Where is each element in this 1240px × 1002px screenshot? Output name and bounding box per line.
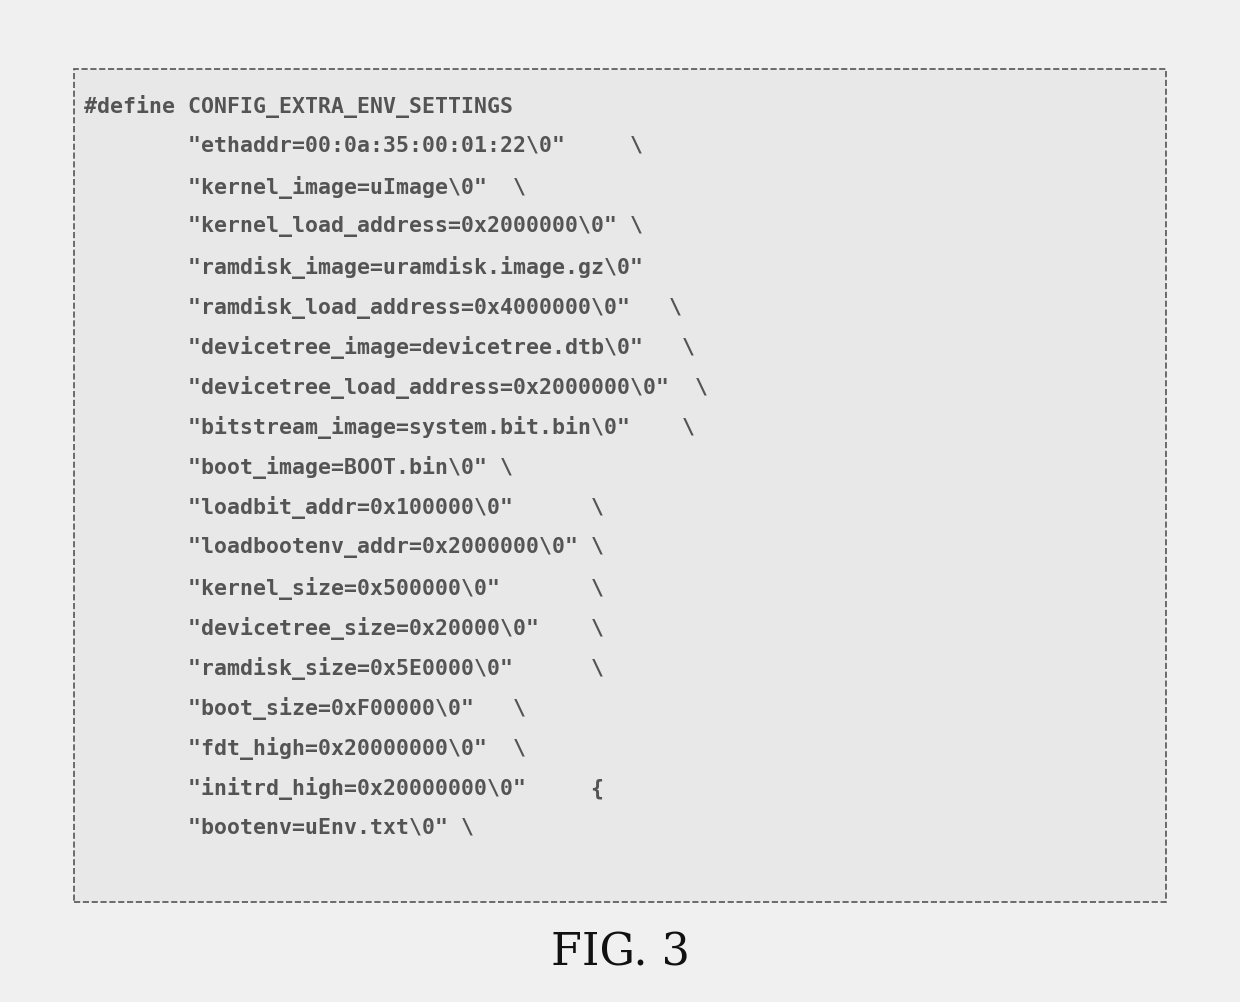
Text: "ethaddr=00:0a:35:00:01:22\0"     \: "ethaddr=00:0a:35:00:01:22\0" \ xyxy=(84,135,644,155)
Text: "kernel_size=0x500000\0"       \: "kernel_size=0x500000\0" \ xyxy=(84,576,604,599)
Text: "bootenv=uEnv.txt\0" \: "bootenv=uEnv.txt\0" \ xyxy=(84,817,475,837)
Text: "boot_image=BOOT.bin\0" \: "boot_image=BOOT.bin\0" \ xyxy=(84,456,513,479)
Text: "bitstream_image=system.bit.bin\0"    \: "bitstream_image=system.bit.bin\0" \ xyxy=(84,416,696,439)
Text: "ramdisk_image=uramdisk.image.gz\0": "ramdisk_image=uramdisk.image.gz\0" xyxy=(84,256,644,279)
Text: FIG. 3: FIG. 3 xyxy=(551,930,689,974)
Text: "kernel_load_address=0x2000000\0" \: "kernel_load_address=0x2000000\0" \ xyxy=(84,215,644,236)
Text: #define CONFIG_EXTRA_ENV_SETTINGS: #define CONFIG_EXTRA_ENV_SETTINGS xyxy=(84,95,513,118)
Text: "devicetree_size=0x20000\0"    \: "devicetree_size=0x20000\0" \ xyxy=(84,616,604,639)
Text: "ramdisk_load_address=0x4000000\0"   \: "ramdisk_load_address=0x4000000\0" \ xyxy=(84,296,682,319)
Text: "devicetree_image=devicetree.dtb\0"   \: "devicetree_image=devicetree.dtb\0" \ xyxy=(84,336,696,359)
Text: "devicetree_load_address=0x2000000\0"  \: "devicetree_load_address=0x2000000\0" \ xyxy=(84,376,708,399)
Text: "loadbit_addr=0x100000\0"      \: "loadbit_addr=0x100000\0" \ xyxy=(84,496,604,519)
Text: "boot_size=0xF00000\0"   \: "boot_size=0xF00000\0" \ xyxy=(84,696,526,719)
Text: "loadbootenv_addr=0x2000000\0" \: "loadbootenv_addr=0x2000000\0" \ xyxy=(84,536,604,557)
Text: "ramdisk_size=0x5E0000\0"      \: "ramdisk_size=0x5E0000\0" \ xyxy=(84,656,604,679)
Text: "fdt_high=0x20000000\0"  \: "fdt_high=0x20000000\0" \ xyxy=(84,736,526,760)
Text: "initrd_high=0x20000000\0"     {: "initrd_high=0x20000000\0" { xyxy=(84,777,604,800)
Text: "kernel_image=uImage\0"  \: "kernel_image=uImage\0" \ xyxy=(84,175,526,198)
Bar xyxy=(74,70,1166,902)
